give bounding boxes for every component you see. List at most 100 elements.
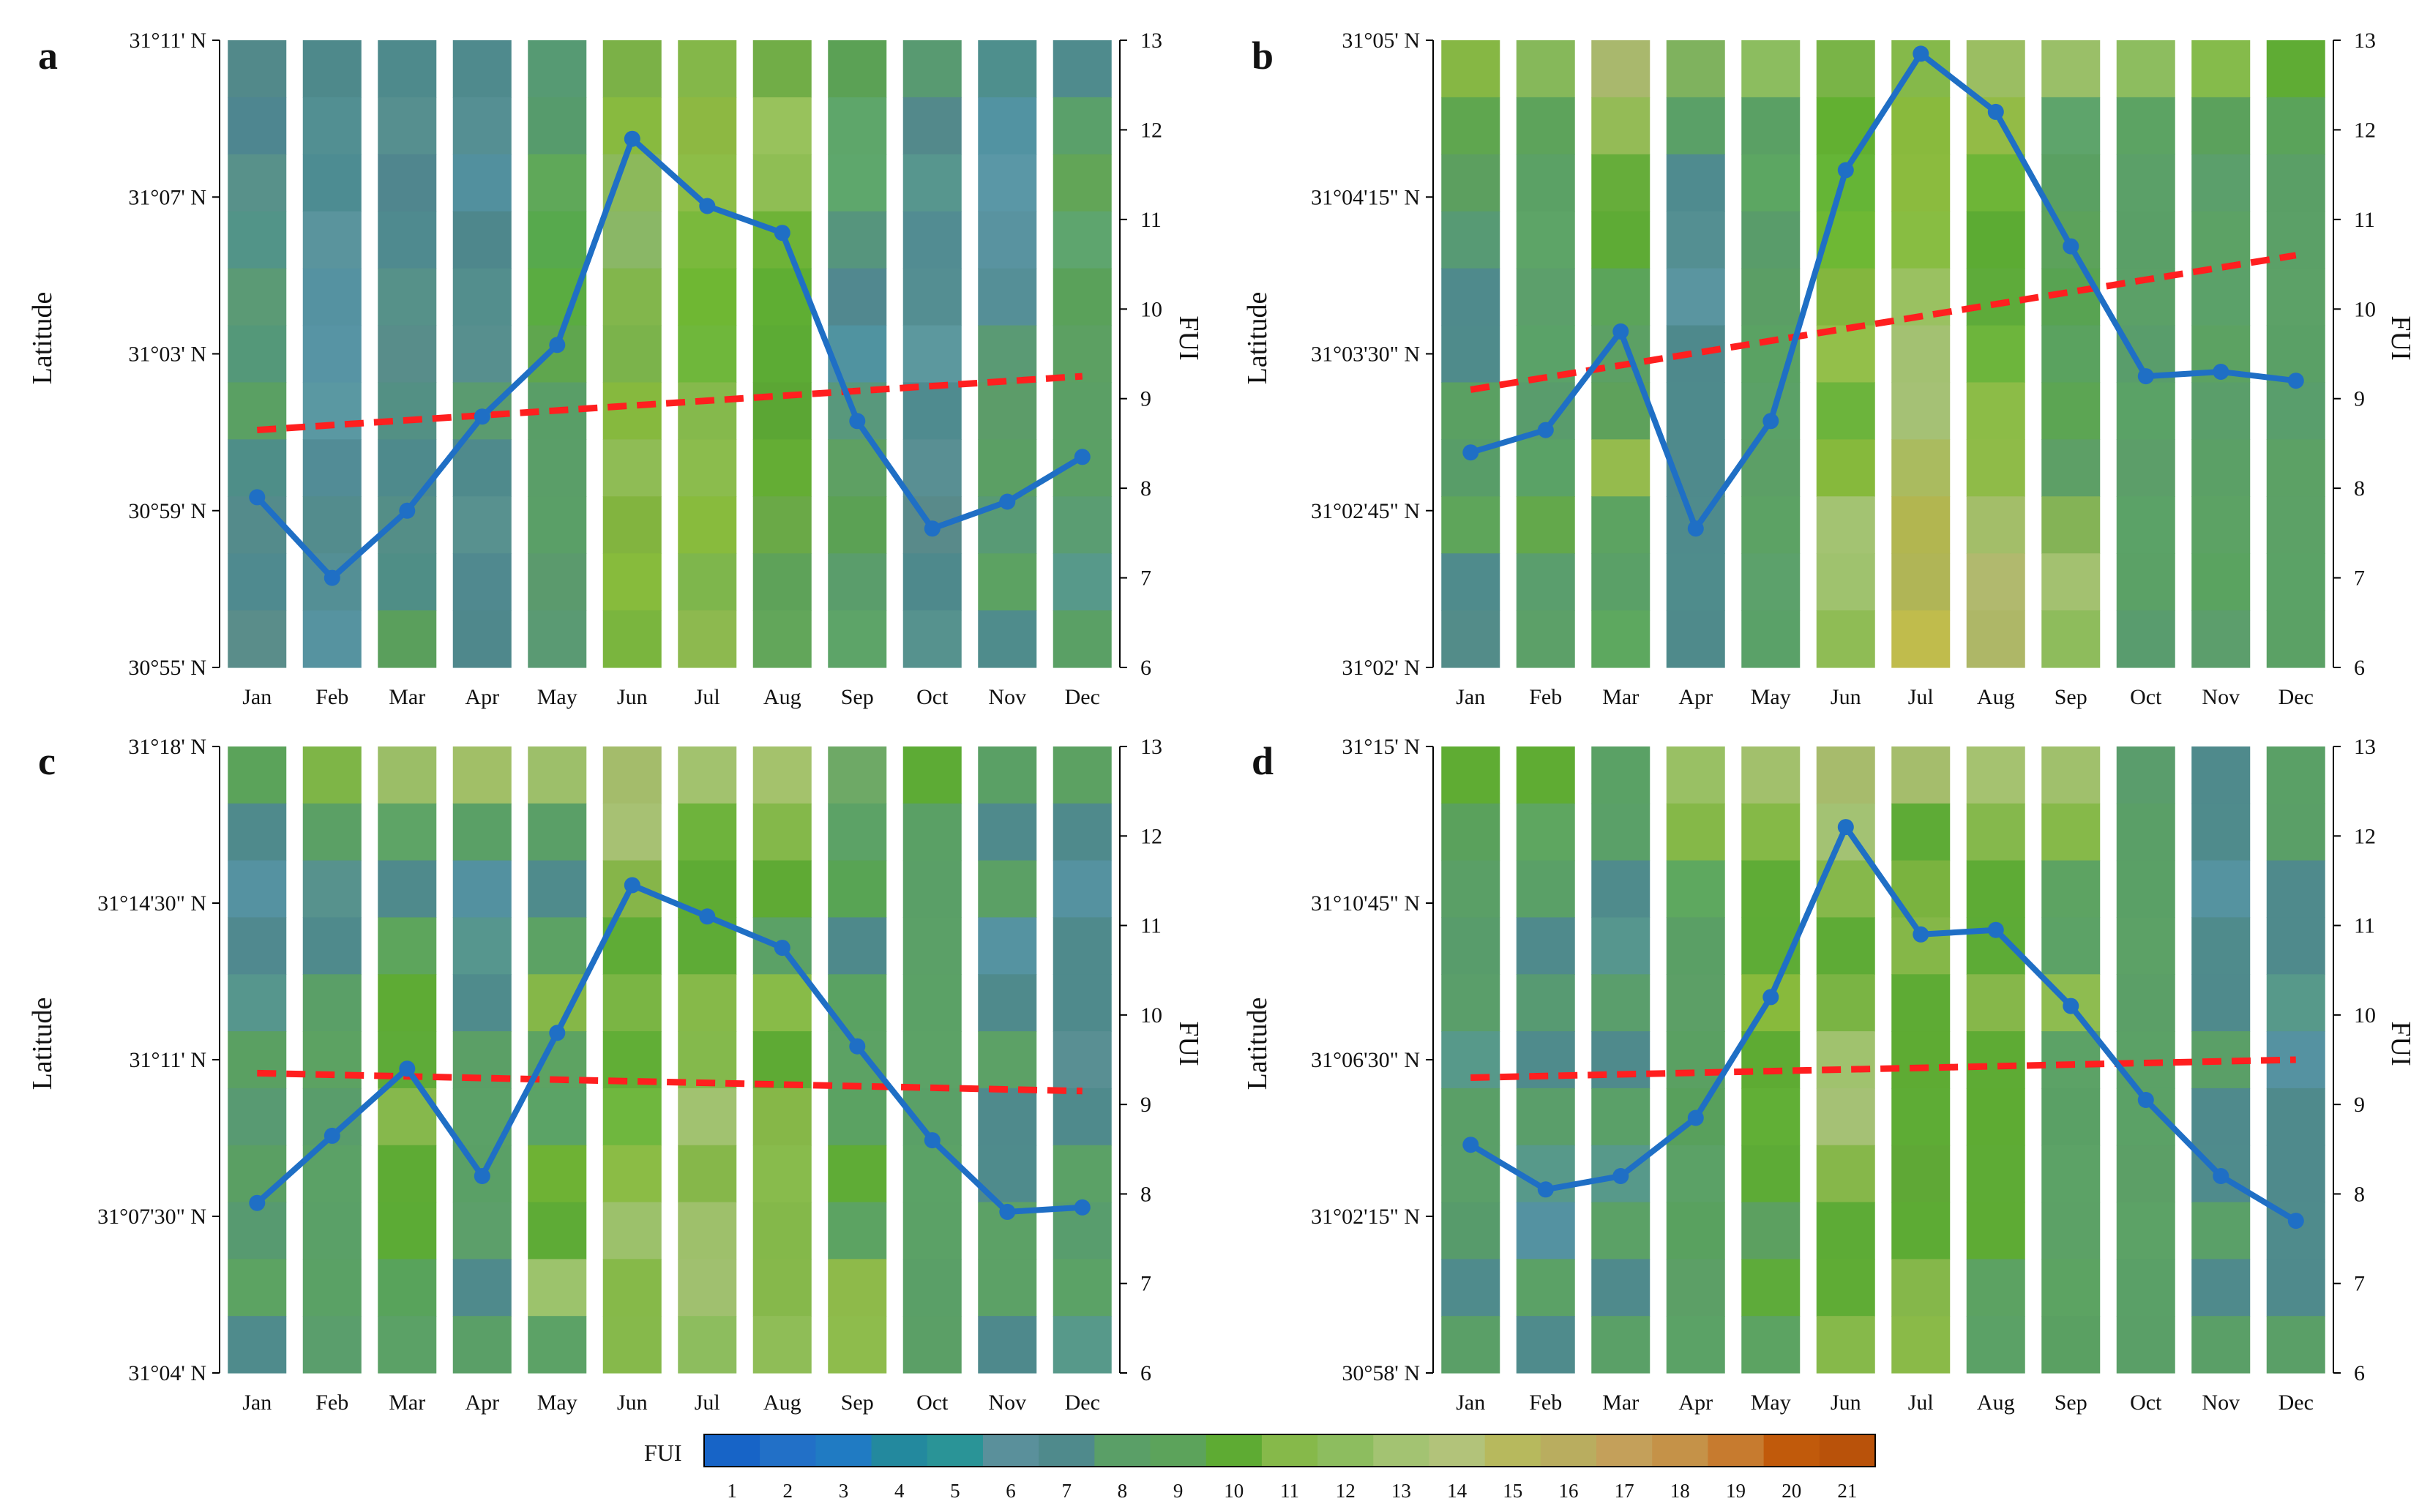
heat-cell xyxy=(2116,860,2175,918)
heat-cell xyxy=(828,1316,887,1374)
heat-cell xyxy=(752,860,812,918)
heat-cell xyxy=(752,40,812,98)
heat-cell xyxy=(1441,154,1500,212)
panel-a-label: a xyxy=(38,34,58,78)
heat-cell xyxy=(2191,1316,2251,1374)
fui-point-nov xyxy=(999,493,1016,510)
panel-b-lat-tick: 31°02'45" N xyxy=(1311,499,1420,523)
heat-cell xyxy=(1666,211,1725,269)
heat-cell xyxy=(228,746,287,804)
heat-cell xyxy=(978,211,1037,269)
panel-b-column-jan xyxy=(1441,40,1500,668)
colorbar-ticks: 1 2 3 4 5 6 7 8 9 10 11 12 13 14 15 16 1… xyxy=(727,1480,1857,1502)
heat-cell xyxy=(752,1316,812,1374)
panel-a-fui-tick: 8 xyxy=(1140,476,1151,501)
panel-a-lat-tick: 31°11' N xyxy=(130,29,206,53)
heat-cell xyxy=(2116,1202,2175,1260)
fui-point-sep xyxy=(849,1038,866,1055)
heat-cell xyxy=(1816,974,1875,1032)
heat-cell xyxy=(1666,860,1725,918)
panel-d-fui-tick: 11 xyxy=(2354,914,2375,938)
heat-cell xyxy=(602,1316,662,1374)
colorbar-cell-9 xyxy=(1150,1434,1207,1467)
panel-b-column-nov xyxy=(2191,40,2251,668)
panel-c-column-sep xyxy=(828,746,887,1374)
panel-d-lat-tick: 30°58' N xyxy=(1342,1361,1420,1385)
heat-cell xyxy=(302,496,362,554)
heat-cell xyxy=(1591,154,1650,212)
panel-c-lat-tick: 31°04' N xyxy=(128,1361,206,1385)
panel-d-fui-tick: 10 xyxy=(2354,1003,2376,1028)
heat-cell xyxy=(378,1202,437,1260)
heat-cell xyxy=(752,1145,812,1203)
heat-cell xyxy=(902,268,962,326)
heat-cell xyxy=(1516,1202,1575,1260)
heat-cell xyxy=(978,154,1037,212)
heat-cell xyxy=(2266,268,2325,326)
colorbar-tick: 5 xyxy=(950,1480,960,1502)
panel-a-column-oct xyxy=(902,40,962,668)
heat-cell xyxy=(678,1088,737,1146)
panel-b-fui-tick: 13 xyxy=(2354,29,2376,53)
heat-cell xyxy=(828,1145,887,1203)
heat-cell xyxy=(752,1259,812,1317)
heat-cell xyxy=(1516,860,1575,918)
heat-cell xyxy=(528,610,587,668)
colorbar-label: FUI xyxy=(644,1440,682,1466)
panel-d-label: d xyxy=(1252,739,1274,783)
panel-c-fui-ticks: 13 12 11 10 9 8 7 6 xyxy=(1140,735,1162,1385)
heat-cell xyxy=(1891,1031,1951,1089)
heat-cell xyxy=(2191,40,2251,98)
panel-b-month-label: Apr xyxy=(1678,685,1713,709)
heat-cell xyxy=(1966,1145,2025,1203)
heat-cell xyxy=(228,1031,287,1089)
heat-cell xyxy=(1591,917,1650,975)
heat-cell xyxy=(752,154,812,212)
heat-cell xyxy=(1053,803,1112,861)
panel-a-month-label: May xyxy=(537,685,577,709)
panel-a-monthly-fui-line xyxy=(255,135,1084,581)
heat-cell xyxy=(678,746,737,804)
panel-b-latitude-ticks: 31°05' N 31°04'15" N 31°03'30" N 31°02'4… xyxy=(1311,29,1420,680)
heat-cell xyxy=(302,211,362,269)
colorbar-tick: 20 xyxy=(1782,1480,1801,1502)
heat-cell xyxy=(1666,803,1725,861)
fui-point-jul xyxy=(1913,45,1929,62)
heat-cell xyxy=(1666,917,1725,975)
panel-a-fui-tick: 10 xyxy=(1140,297,1162,321)
heat-cell xyxy=(2116,553,2175,611)
heat-cell xyxy=(528,746,587,804)
heat-cell xyxy=(302,154,362,212)
colorbar-cell-5 xyxy=(927,1434,984,1467)
heat-cell xyxy=(2116,1145,2175,1203)
panel-c-column-may xyxy=(528,746,587,1374)
colorbar-tick: 12 xyxy=(1336,1480,1356,1502)
panel-d-column-nov xyxy=(2191,746,2251,1374)
heat-cell xyxy=(1441,746,1500,804)
panel-a-month-label: Feb xyxy=(315,685,348,709)
heat-cell xyxy=(752,1031,812,1089)
heat-cell xyxy=(228,97,287,155)
heat-cell xyxy=(978,974,1037,1032)
heat-cell xyxy=(302,40,362,98)
heat-cell xyxy=(1816,1316,1875,1374)
heat-cell xyxy=(902,1031,962,1089)
fui-point-mar xyxy=(399,502,416,519)
heat-cell xyxy=(2191,1202,2251,1260)
heat-cell xyxy=(2041,40,2101,98)
heat-cell xyxy=(1741,1316,1801,1374)
heat-cell xyxy=(678,1031,737,1089)
heat-cell xyxy=(2041,97,2101,155)
heat-cell xyxy=(2191,553,2251,611)
colorbar-tick: 15 xyxy=(1503,1480,1522,1502)
heat-cell xyxy=(678,974,737,1032)
heat-cell xyxy=(228,1088,287,1146)
heat-cell xyxy=(2266,1316,2325,1374)
panel-a-lat-tick: 30°55' N xyxy=(128,656,206,680)
panel-d-column-mar xyxy=(1591,746,1650,1374)
heat-cell xyxy=(2041,1145,2101,1203)
heat-cell xyxy=(1966,40,2025,98)
heat-cell xyxy=(1741,610,1801,668)
heat-cell xyxy=(1053,1031,1112,1089)
colorbar-tick: 21 xyxy=(1837,1480,1857,1502)
